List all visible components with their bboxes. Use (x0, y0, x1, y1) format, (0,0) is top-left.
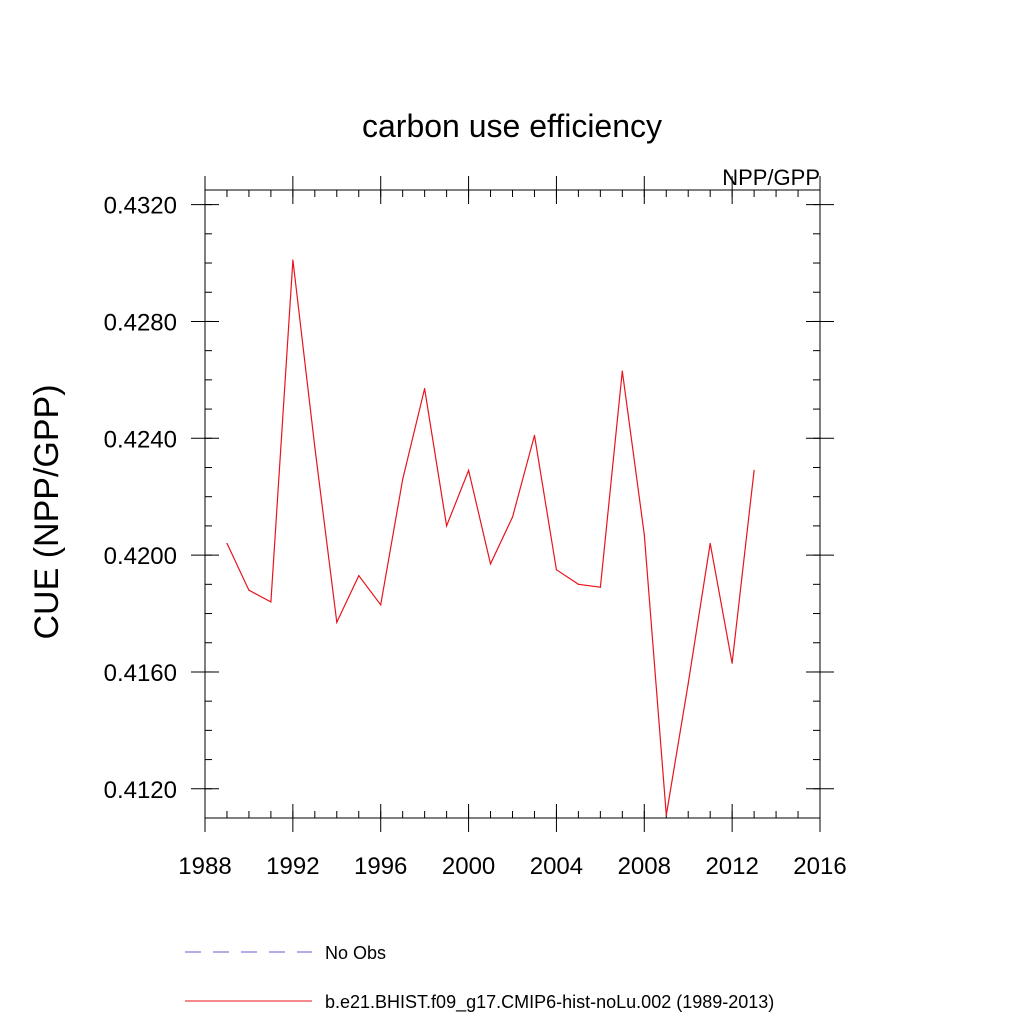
data-point (555, 569, 558, 571)
data-point (424, 388, 426, 390)
data-point (489, 563, 492, 565)
x-tick-label: 2008 (618, 853, 671, 880)
data-point (446, 525, 448, 527)
x-tick-label: 1988 (178, 853, 231, 880)
y-tick-label: 0.4320 (104, 193, 177, 220)
legend-label: No Obs (325, 943, 386, 963)
data-point (226, 542, 228, 545)
data-point (358, 574, 360, 577)
data-point (599, 586, 601, 588)
data-point (665, 814, 667, 816)
data-point (511, 516, 514, 518)
data-point (380, 604, 382, 606)
x-tick-label: 2004 (530, 853, 583, 880)
y-axis-label: CUE (NPP/GPP) (28, 384, 66, 639)
data-point (336, 621, 338, 623)
x-tick-label: 1992 (266, 853, 319, 880)
y-tick-label: 0.4200 (104, 543, 177, 570)
legend: No Obs b.e21.BHIST.f09_g17.CMIP6-hist-noL… (185, 943, 774, 1013)
y-tick-label: 0.4240 (104, 426, 177, 453)
data-point (709, 542, 711, 545)
x-tick-label: 2000 (442, 853, 495, 880)
series-layer (226, 259, 755, 816)
series-line-1 (226, 260, 755, 816)
plot-frame (204, 189, 821, 819)
x-tick-label: 1996 (354, 853, 407, 880)
x-tick-label: 2012 (705, 853, 758, 880)
data-point (687, 683, 689, 685)
chart-title: carbon use efficiency (362, 108, 662, 144)
data-point (621, 370, 623, 372)
data-point (467, 469, 470, 472)
data-point (248, 589, 250, 591)
x-tick-label: 2016 (793, 853, 846, 880)
y-tick-label: 0.4160 (104, 660, 177, 687)
data-point (731, 662, 733, 664)
data-point (402, 478, 404, 480)
data-point (314, 446, 316, 448)
data-point (577, 583, 579, 585)
axes: 1988 1992 1996 2000 2004 2008 2012 2016 0.4120 0.… (104, 176, 847, 880)
data-point (753, 469, 755, 472)
legend-label: b.e21.BHIST.f09_g17.CMIP6-hist-noLu.002 … (325, 992, 774, 1013)
y-tick-label: 0.4280 (104, 309, 177, 336)
data-point (292, 259, 294, 261)
y-tick-label: 0.4120 (104, 777, 177, 804)
data-point (643, 534, 645, 536)
data-point (270, 601, 272, 603)
data-point (533, 434, 536, 436)
chart-subtitle: NPP/GPP (722, 165, 820, 190)
